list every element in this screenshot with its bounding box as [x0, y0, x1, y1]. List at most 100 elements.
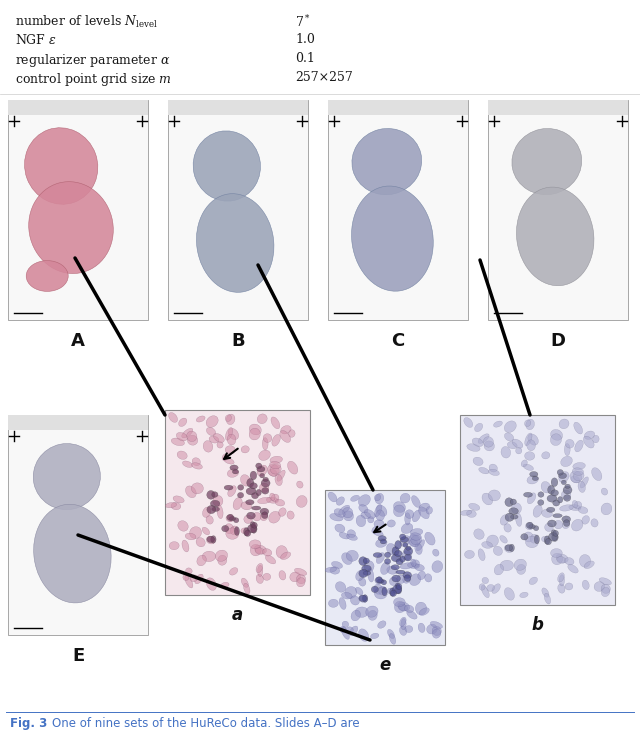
- Ellipse shape: [290, 572, 300, 582]
- Ellipse shape: [375, 577, 383, 584]
- Ellipse shape: [415, 543, 422, 554]
- Ellipse shape: [563, 495, 571, 501]
- Ellipse shape: [524, 492, 532, 497]
- Ellipse shape: [256, 564, 262, 573]
- Ellipse shape: [228, 514, 234, 521]
- Ellipse shape: [289, 430, 295, 437]
- Ellipse shape: [24, 128, 98, 204]
- Ellipse shape: [531, 534, 538, 543]
- Ellipse shape: [538, 492, 544, 498]
- Ellipse shape: [255, 548, 264, 554]
- Ellipse shape: [580, 477, 588, 488]
- Ellipse shape: [252, 492, 259, 499]
- Ellipse shape: [256, 463, 262, 469]
- Ellipse shape: [387, 566, 397, 574]
- Ellipse shape: [516, 564, 525, 574]
- Ellipse shape: [358, 629, 369, 642]
- Ellipse shape: [217, 442, 223, 448]
- Ellipse shape: [252, 523, 257, 528]
- Ellipse shape: [410, 574, 421, 586]
- Ellipse shape: [415, 602, 427, 615]
- Ellipse shape: [501, 446, 511, 458]
- Ellipse shape: [525, 433, 532, 445]
- Ellipse shape: [545, 538, 552, 545]
- Ellipse shape: [525, 537, 538, 548]
- Ellipse shape: [478, 549, 485, 561]
- Ellipse shape: [405, 625, 413, 633]
- Ellipse shape: [483, 437, 493, 447]
- Ellipse shape: [426, 506, 433, 514]
- Ellipse shape: [564, 558, 574, 565]
- Ellipse shape: [351, 495, 360, 501]
- Ellipse shape: [195, 574, 204, 584]
- Ellipse shape: [241, 502, 252, 510]
- Ellipse shape: [541, 509, 552, 517]
- Ellipse shape: [473, 457, 483, 465]
- Ellipse shape: [500, 536, 508, 543]
- Ellipse shape: [547, 507, 555, 512]
- Ellipse shape: [509, 544, 515, 552]
- Ellipse shape: [464, 417, 473, 428]
- Ellipse shape: [280, 431, 291, 442]
- Ellipse shape: [374, 504, 381, 517]
- Ellipse shape: [562, 520, 570, 528]
- Ellipse shape: [568, 564, 578, 573]
- Ellipse shape: [341, 592, 352, 599]
- Ellipse shape: [373, 553, 382, 557]
- Ellipse shape: [247, 478, 254, 487]
- Ellipse shape: [561, 480, 566, 484]
- Ellipse shape: [523, 464, 534, 470]
- Ellipse shape: [230, 465, 238, 470]
- Ellipse shape: [202, 551, 216, 562]
- Ellipse shape: [594, 581, 605, 592]
- Ellipse shape: [212, 507, 220, 512]
- Ellipse shape: [262, 548, 272, 556]
- Ellipse shape: [419, 503, 429, 512]
- Ellipse shape: [396, 559, 403, 564]
- Text: number of levels $N_\mathrm{level}$: number of levels $N_\mathrm{level}$: [15, 14, 158, 30]
- Ellipse shape: [376, 505, 387, 517]
- Ellipse shape: [233, 498, 242, 510]
- Ellipse shape: [527, 493, 536, 503]
- Ellipse shape: [484, 441, 495, 451]
- Ellipse shape: [263, 434, 272, 442]
- Ellipse shape: [371, 587, 378, 592]
- Ellipse shape: [33, 444, 100, 509]
- Ellipse shape: [176, 432, 188, 441]
- Ellipse shape: [553, 514, 562, 517]
- Ellipse shape: [527, 440, 536, 451]
- Ellipse shape: [548, 485, 555, 494]
- Ellipse shape: [572, 467, 584, 476]
- Ellipse shape: [346, 551, 358, 562]
- Ellipse shape: [486, 535, 499, 547]
- Ellipse shape: [432, 626, 442, 636]
- Ellipse shape: [193, 131, 260, 201]
- Ellipse shape: [262, 487, 269, 494]
- Ellipse shape: [482, 493, 493, 505]
- Ellipse shape: [410, 539, 418, 546]
- Ellipse shape: [397, 575, 405, 584]
- Ellipse shape: [241, 578, 248, 587]
- Ellipse shape: [367, 517, 374, 523]
- Ellipse shape: [226, 515, 234, 522]
- Ellipse shape: [601, 503, 612, 514]
- Ellipse shape: [34, 504, 111, 603]
- Ellipse shape: [213, 434, 224, 442]
- Ellipse shape: [408, 535, 420, 547]
- Ellipse shape: [182, 461, 193, 467]
- Ellipse shape: [387, 629, 394, 639]
- Ellipse shape: [368, 610, 377, 620]
- Ellipse shape: [521, 534, 528, 540]
- Ellipse shape: [387, 520, 396, 527]
- Ellipse shape: [530, 471, 538, 477]
- Ellipse shape: [481, 585, 490, 598]
- Ellipse shape: [563, 520, 570, 526]
- Ellipse shape: [363, 558, 369, 564]
- Text: 0.1: 0.1: [295, 52, 315, 65]
- Ellipse shape: [533, 505, 542, 517]
- Ellipse shape: [228, 486, 236, 497]
- Ellipse shape: [394, 551, 402, 556]
- Ellipse shape: [482, 542, 492, 548]
- Ellipse shape: [417, 539, 424, 551]
- Ellipse shape: [191, 483, 204, 494]
